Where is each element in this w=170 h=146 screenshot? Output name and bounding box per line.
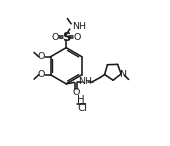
Text: O: O <box>52 33 59 42</box>
Text: O: O <box>73 33 81 42</box>
Text: O: O <box>72 88 80 97</box>
Text: S: S <box>62 31 70 44</box>
Text: O: O <box>38 70 45 79</box>
Text: O: O <box>38 52 45 61</box>
Text: N: N <box>119 70 126 79</box>
Text: H: H <box>77 95 85 105</box>
Text: NH: NH <box>78 77 92 86</box>
Text: NH: NH <box>72 22 86 31</box>
Text: Cl: Cl <box>78 103 88 113</box>
